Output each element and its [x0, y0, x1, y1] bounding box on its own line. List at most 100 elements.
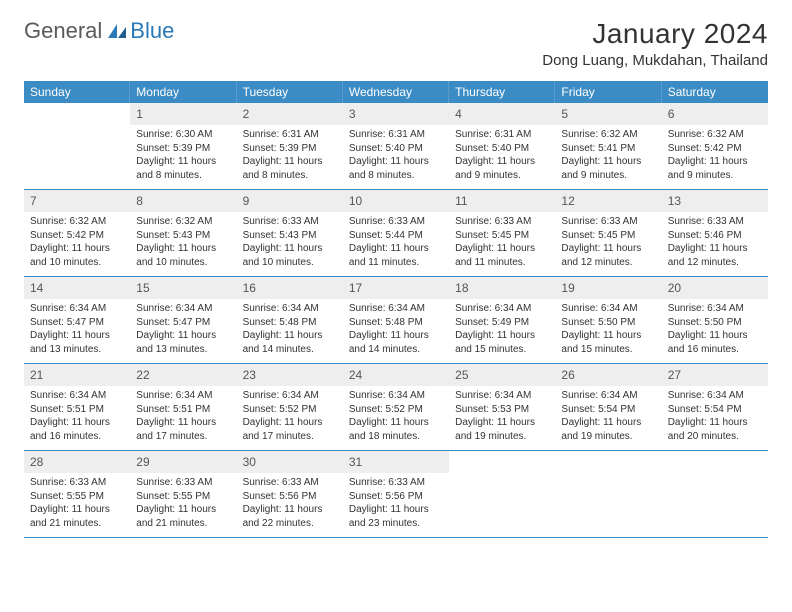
- calendar-cell: 6Sunrise: 6:32 AMSunset: 5:42 PMDaylight…: [662, 103, 768, 189]
- sunset-text: Sunset: 5:52 PM: [243, 403, 337, 417]
- calendar-cell: [449, 451, 555, 537]
- sunrise-text: Sunrise: 6:34 AM: [136, 302, 230, 316]
- calendar-cell: 19Sunrise: 6:34 AMSunset: 5:50 PMDayligh…: [555, 277, 661, 363]
- daylight-text: Daylight: 11 hours and 18 minutes.: [349, 416, 443, 443]
- daylight-text: Daylight: 11 hours and 19 minutes.: [561, 416, 655, 443]
- day-number: 30: [237, 451, 343, 473]
- cell-body: Sunrise: 6:32 AMSunset: 5:42 PMDaylight:…: [24, 212, 130, 273]
- calendar-grid: Sunday Monday Tuesday Wednesday Thursday…: [24, 81, 768, 538]
- sunset-text: Sunset: 5:54 PM: [561, 403, 655, 417]
- day-number: 6: [662, 103, 768, 125]
- sunset-text: Sunset: 5:47 PM: [30, 316, 124, 330]
- sunset-text: Sunset: 5:45 PM: [561, 229, 655, 243]
- calendar-cell: 12Sunrise: 6:33 AMSunset: 5:45 PMDayligh…: [555, 190, 661, 276]
- calendar-cell: 24Sunrise: 6:34 AMSunset: 5:52 PMDayligh…: [343, 364, 449, 450]
- day-number: 19: [555, 277, 661, 299]
- sunset-text: Sunset: 5:39 PM: [243, 142, 337, 156]
- cell-body: Sunrise: 6:34 AMSunset: 5:50 PMDaylight:…: [555, 299, 661, 360]
- cell-body: Sunrise: 6:34 AMSunset: 5:48 PMDaylight:…: [343, 299, 449, 360]
- sunset-text: Sunset: 5:48 PM: [349, 316, 443, 330]
- calendar-cell: 8Sunrise: 6:32 AMSunset: 5:43 PMDaylight…: [130, 190, 236, 276]
- calendar-cell: 1Sunrise: 6:30 AMSunset: 5:39 PMDaylight…: [130, 103, 236, 189]
- day-number: 16: [237, 277, 343, 299]
- calendar-cell: 27Sunrise: 6:34 AMSunset: 5:54 PMDayligh…: [662, 364, 768, 450]
- cell-body: Sunrise: 6:33 AMSunset: 5:43 PMDaylight:…: [237, 212, 343, 273]
- daylight-text: Daylight: 11 hours and 13 minutes.: [136, 329, 230, 356]
- sunset-text: Sunset: 5:50 PM: [561, 316, 655, 330]
- sunrise-text: Sunrise: 6:34 AM: [136, 389, 230, 403]
- sunrise-text: Sunrise: 6:33 AM: [349, 476, 443, 490]
- cell-body: Sunrise: 6:34 AMSunset: 5:48 PMDaylight:…: [237, 299, 343, 360]
- cell-body: Sunrise: 6:34 AMSunset: 5:52 PMDaylight:…: [237, 386, 343, 447]
- day-number: 24: [343, 364, 449, 386]
- sunrise-text: Sunrise: 6:33 AM: [136, 476, 230, 490]
- sunrise-text: Sunrise: 6:33 AM: [349, 215, 443, 229]
- cell-body: Sunrise: 6:33 AMSunset: 5:55 PMDaylight:…: [130, 473, 236, 534]
- cell-body: Sunrise: 6:33 AMSunset: 5:45 PMDaylight:…: [555, 212, 661, 273]
- calendar-cell: 3Sunrise: 6:31 AMSunset: 5:40 PMDaylight…: [343, 103, 449, 189]
- sunrise-text: Sunrise: 6:34 AM: [349, 302, 443, 316]
- sunset-text: Sunset: 5:43 PM: [136, 229, 230, 243]
- location-text: Dong Luang, Mukdahan, Thailand: [542, 52, 768, 69]
- sunset-text: Sunset: 5:44 PM: [349, 229, 443, 243]
- weekday-header: Tuesday: [237, 81, 343, 103]
- sunrise-text: Sunrise: 6:34 AM: [30, 389, 124, 403]
- cell-body: Sunrise: 6:32 AMSunset: 5:41 PMDaylight:…: [555, 125, 661, 186]
- calendar-cell: 15Sunrise: 6:34 AMSunset: 5:47 PMDayligh…: [130, 277, 236, 363]
- sunrise-text: Sunrise: 6:34 AM: [668, 302, 762, 316]
- cell-body: Sunrise: 6:32 AMSunset: 5:42 PMDaylight:…: [662, 125, 768, 186]
- daylight-text: Daylight: 11 hours and 11 minutes.: [349, 242, 443, 269]
- calendar-cell: 4Sunrise: 6:31 AMSunset: 5:40 PMDaylight…: [449, 103, 555, 189]
- daylight-text: Daylight: 11 hours and 21 minutes.: [30, 503, 124, 530]
- sunrise-text: Sunrise: 6:34 AM: [561, 302, 655, 316]
- calendar-week: 7Sunrise: 6:32 AMSunset: 5:42 PMDaylight…: [24, 190, 768, 277]
- day-number: 12: [555, 190, 661, 212]
- sunset-text: Sunset: 5:51 PM: [136, 403, 230, 417]
- sunset-text: Sunset: 5:55 PM: [30, 490, 124, 504]
- page-header: General Blue January 2024 Dong Luang, Mu…: [0, 0, 792, 73]
- sunrise-text: Sunrise: 6:31 AM: [243, 128, 337, 142]
- daylight-text: Daylight: 11 hours and 9 minutes.: [668, 155, 762, 182]
- day-number: 31: [343, 451, 449, 473]
- sunset-text: Sunset: 5:39 PM: [136, 142, 230, 156]
- daylight-text: Daylight: 11 hours and 20 minutes.: [668, 416, 762, 443]
- daylight-text: Daylight: 11 hours and 17 minutes.: [136, 416, 230, 443]
- sunrise-text: Sunrise: 6:34 AM: [455, 389, 549, 403]
- day-number: 15: [130, 277, 236, 299]
- calendar-cell: 17Sunrise: 6:34 AMSunset: 5:48 PMDayligh…: [343, 277, 449, 363]
- day-number: 7: [24, 190, 130, 212]
- sunset-text: Sunset: 5:45 PM: [455, 229, 549, 243]
- cell-body: Sunrise: 6:34 AMSunset: 5:54 PMDaylight:…: [555, 386, 661, 447]
- brand-logo: General Blue: [24, 18, 174, 44]
- day-number: 22: [130, 364, 236, 386]
- cell-body: Sunrise: 6:34 AMSunset: 5:47 PMDaylight:…: [24, 299, 130, 360]
- cell-body: Sunrise: 6:34 AMSunset: 5:53 PMDaylight:…: [449, 386, 555, 447]
- brand-text-gray: General: [24, 18, 102, 44]
- sunrise-text: Sunrise: 6:31 AM: [455, 128, 549, 142]
- daylight-text: Daylight: 11 hours and 10 minutes.: [243, 242, 337, 269]
- calendar-cell: 2Sunrise: 6:31 AMSunset: 5:39 PMDaylight…: [237, 103, 343, 189]
- daylight-text: Daylight: 11 hours and 16 minutes.: [668, 329, 762, 356]
- calendar-cell: 14Sunrise: 6:34 AMSunset: 5:47 PMDayligh…: [24, 277, 130, 363]
- calendar-cell: 9Sunrise: 6:33 AMSunset: 5:43 PMDaylight…: [237, 190, 343, 276]
- daylight-text: Daylight: 11 hours and 10 minutes.: [136, 242, 230, 269]
- calendar-cell: 7Sunrise: 6:32 AMSunset: 5:42 PMDaylight…: [24, 190, 130, 276]
- sunset-text: Sunset: 5:46 PM: [668, 229, 762, 243]
- cell-body: Sunrise: 6:34 AMSunset: 5:49 PMDaylight:…: [449, 299, 555, 360]
- sunset-text: Sunset: 5:49 PM: [455, 316, 549, 330]
- day-number: 21: [24, 364, 130, 386]
- sunrise-text: Sunrise: 6:34 AM: [561, 389, 655, 403]
- sunrise-text: Sunrise: 6:34 AM: [243, 302, 337, 316]
- cell-body: Sunrise: 6:33 AMSunset: 5:45 PMDaylight:…: [449, 212, 555, 273]
- daylight-text: Daylight: 11 hours and 13 minutes.: [30, 329, 124, 356]
- sunrise-text: Sunrise: 6:33 AM: [561, 215, 655, 229]
- day-number: 14: [24, 277, 130, 299]
- calendar-week: 14Sunrise: 6:34 AMSunset: 5:47 PMDayligh…: [24, 277, 768, 364]
- cell-body: Sunrise: 6:34 AMSunset: 5:47 PMDaylight:…: [130, 299, 236, 360]
- sunset-text: Sunset: 5:52 PM: [349, 403, 443, 417]
- day-number: 9: [237, 190, 343, 212]
- calendar-cell: 10Sunrise: 6:33 AMSunset: 5:44 PMDayligh…: [343, 190, 449, 276]
- weekday-header-row: Sunday Monday Tuesday Wednesday Thursday…: [24, 81, 768, 103]
- sunset-text: Sunset: 5:50 PM: [668, 316, 762, 330]
- weekday-header: Thursday: [449, 81, 555, 103]
